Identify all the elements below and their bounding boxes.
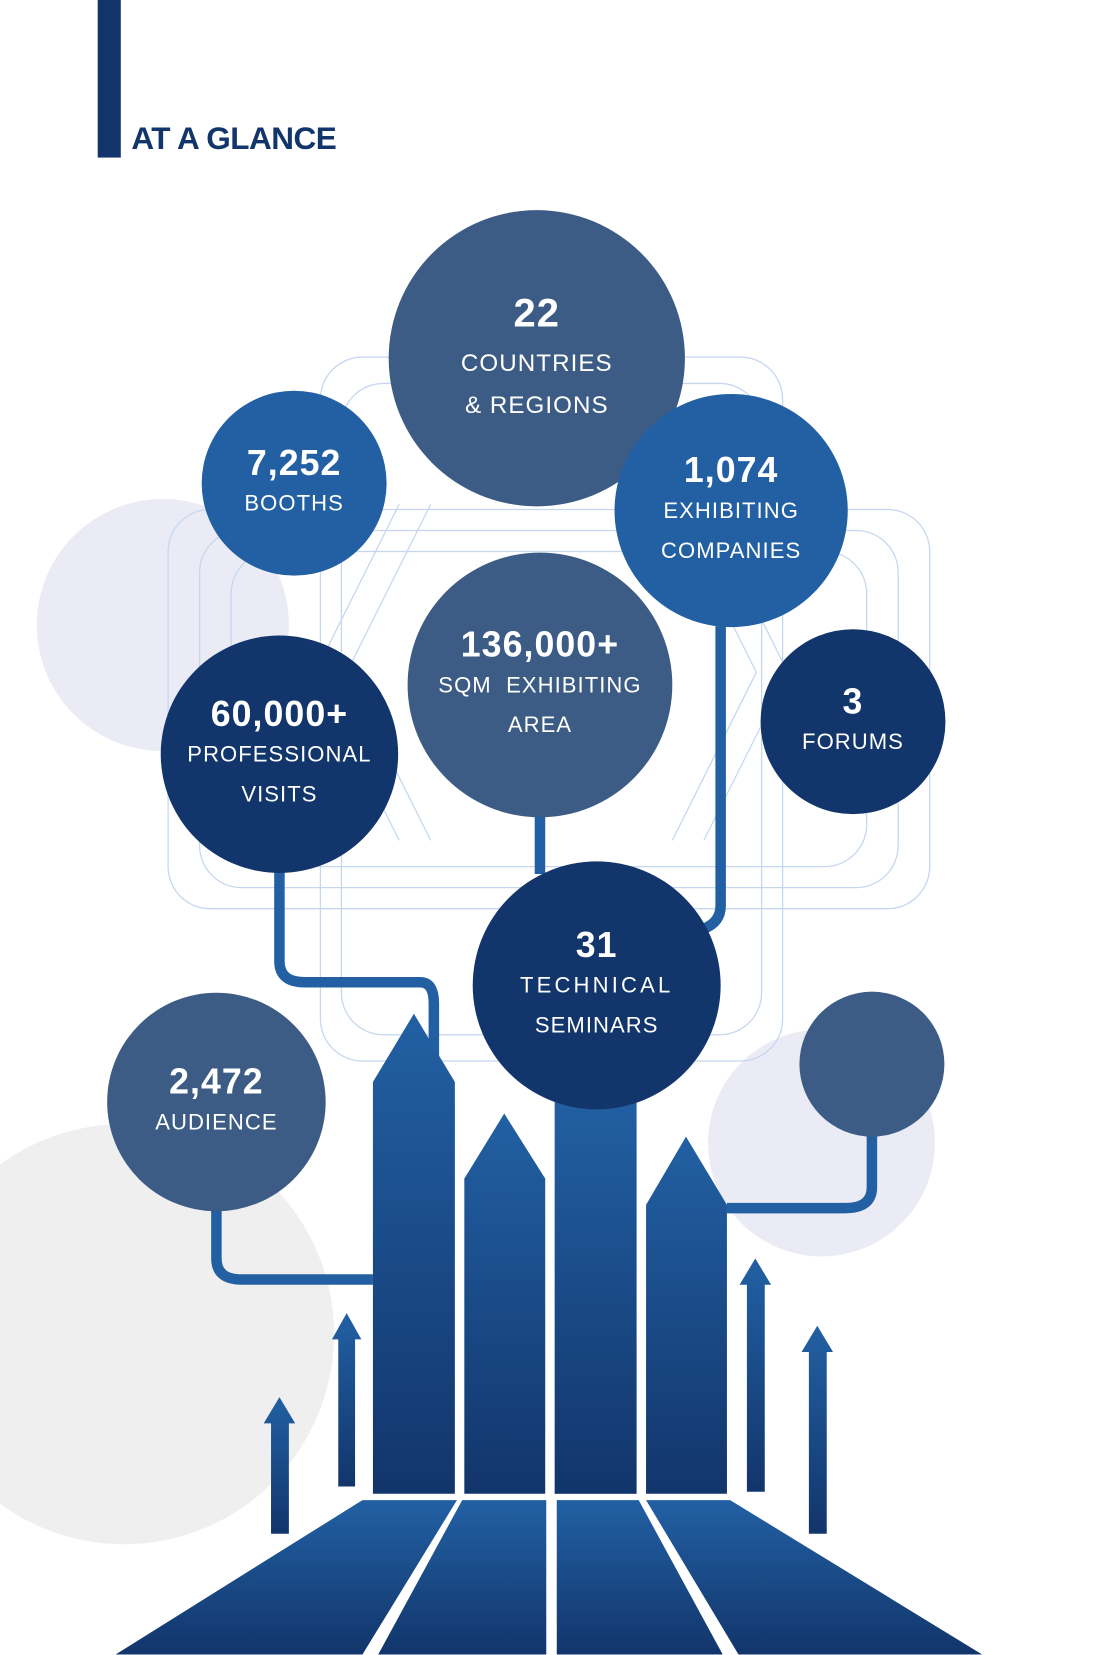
page-title: AT A GLANCE bbox=[131, 121, 337, 157]
stat-value: 22 bbox=[513, 291, 561, 336]
stat-label: COUNTRIES bbox=[460, 348, 613, 376]
stat-visits: 60,000+ PROFESSIONAL VISITS bbox=[160, 635, 399, 873]
stat-label: COMPANIES bbox=[661, 538, 802, 563]
bg-circle bbox=[0, 1124, 334, 1545]
growth-arrows bbox=[115, 1013, 983, 1655]
stat-label: VISITS bbox=[241, 782, 318, 807]
stat-label: EXHIBITING bbox=[663, 498, 799, 523]
stat-label: BOOTHS bbox=[244, 491, 344, 516]
stat-seminars: 31 TECHNICAL SEMINARS bbox=[472, 861, 721, 1110]
title-accent-bar bbox=[97, 0, 121, 158]
stat-label: TECHNICAL bbox=[519, 973, 674, 998]
decorative-circle bbox=[799, 991, 945, 1137]
stat-audience: 2,472 AUDIENCE bbox=[107, 992, 326, 1212]
stat-value: 2,472 bbox=[169, 1061, 264, 1102]
stat-value: 3 bbox=[842, 681, 864, 722]
stat-label: PROFESSIONAL bbox=[187, 742, 372, 767]
stat-forums: 3 FORUMS bbox=[760, 629, 946, 815]
stat-area: 136,000+ SQM EXHIBITING AREA bbox=[407, 552, 673, 818]
stat-value: 60,000+ bbox=[210, 693, 349, 734]
stat-label: FORUMS bbox=[802, 729, 904, 754]
connectors bbox=[211, 626, 878, 1285]
stat-booths: 7,252 BOOTHS bbox=[201, 390, 387, 576]
stat-label: SEMINARS bbox=[534, 1013, 659, 1038]
stat-label: AREA bbox=[507, 712, 573, 737]
stat-companies: 1,074 EXHIBITING COMPANIES bbox=[614, 393, 848, 628]
stat-value: 1,074 bbox=[683, 450, 779, 491]
stat-label: SQM EXHIBITING bbox=[438, 672, 642, 698]
stat-label: & REGIONS bbox=[464, 390, 609, 418]
stat-value: 31 bbox=[575, 924, 618, 965]
stat-label: AUDIENCE bbox=[155, 1109, 278, 1135]
stat-value: 136,000+ bbox=[460, 624, 620, 665]
stat-value: 7,252 bbox=[246, 442, 342, 483]
